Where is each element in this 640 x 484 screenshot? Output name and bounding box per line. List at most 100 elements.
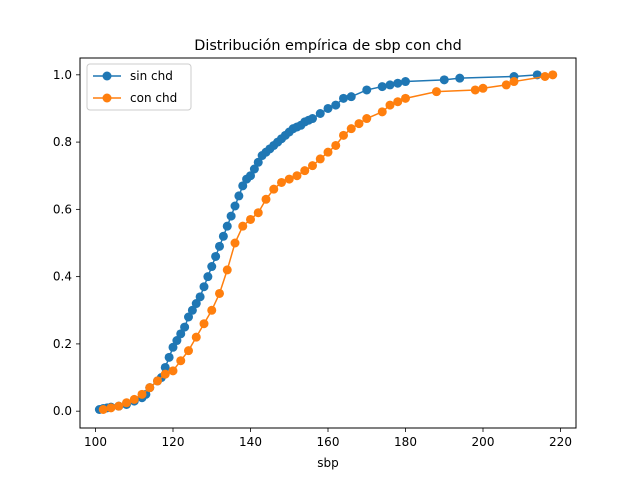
- series-0-point: [253, 157, 263, 167]
- series-1-point: [354, 119, 364, 129]
- series-1-point: [540, 72, 550, 81]
- series-0-point: [180, 322, 190, 332]
- series-1-point: [346, 124, 356, 134]
- series-0-point: [218, 231, 228, 241]
- y-tick-label: 0.0: [53, 404, 72, 418]
- series-0-point: [362, 85, 372, 95]
- plot-area: [94, 70, 558, 414]
- series-1-point: [432, 87, 441, 97]
- series-1-point: [385, 100, 395, 110]
- series-0-point: [226, 211, 236, 221]
- series-1-point: [362, 114, 372, 124]
- series-1-point: [191, 332, 201, 342]
- series-1-point: [377, 107, 387, 117]
- series-0-point: [195, 292, 205, 302]
- series-1-point: [308, 161, 317, 171]
- series-0-point: [203, 272, 213, 282]
- y-tick-label: 1.0: [53, 68, 72, 82]
- series-1-point: [501, 80, 511, 90]
- series-1-point: [122, 398, 131, 408]
- y-tick-label: 0.4: [53, 270, 72, 284]
- series-1-point: [106, 403, 116, 413]
- series-0-point: [401, 77, 410, 87]
- series-1-point: [339, 130, 348, 140]
- series-1-point: [222, 265, 232, 275]
- series-1-point: [277, 177, 286, 187]
- series-0-point: [234, 191, 244, 201]
- series-1-point: [153, 376, 162, 386]
- series-0-point: [385, 80, 395, 90]
- series-0-point: [323, 103, 333, 113]
- x-tick-label: 140: [239, 435, 262, 449]
- series-0-point: [191, 299, 201, 309]
- series-1-point: [509, 77, 519, 87]
- legend-marker-0: [102, 71, 112, 81]
- series-1-point: [393, 97, 403, 107]
- series-1-point: [284, 174, 294, 184]
- series-1-point: [331, 140, 341, 150]
- series-1-point: [548, 70, 558, 80]
- series-0-point: [172, 336, 182, 346]
- series-1-point: [215, 288, 224, 298]
- y-tick-label: 0.6: [53, 202, 72, 216]
- x-tick-label: 160: [317, 435, 340, 449]
- series-0-point: [249, 164, 259, 174]
- series-0-point: [168, 342, 178, 352]
- series-1-point: [478, 83, 488, 93]
- series-0-point: [238, 181, 248, 191]
- series-line-0: [99, 74, 538, 411]
- series-1-point: [207, 305, 217, 315]
- series-1-point: [323, 147, 333, 157]
- series-0-point: [211, 251, 221, 261]
- series-1-point: [129, 394, 139, 404]
- x-tick-label: 200: [472, 435, 495, 449]
- series-0-point: [215, 241, 224, 251]
- series-0-point: [315, 109, 325, 118]
- series-0-point: [246, 171, 255, 181]
- series-0-point: [160, 362, 170, 372]
- legend-label-1: con chd: [130, 91, 177, 105]
- series-0-point: [184, 312, 193, 322]
- chart-title: Distribución empírica de sbp con chd: [194, 38, 462, 54]
- series-1-point: [176, 356, 186, 366]
- legend: sin chd con chd: [86, 63, 192, 111]
- series-1-point: [246, 214, 255, 224]
- series-1-point: [470, 85, 480, 95]
- series-0-point: [187, 305, 197, 315]
- series-1-point: [230, 238, 240, 248]
- series-1-point: [292, 171, 302, 181]
- series-0-point: [222, 221, 232, 231]
- x-axis-label: sbp: [317, 456, 339, 470]
- x-tick-label: 120: [162, 435, 185, 449]
- series-0-point: [377, 82, 387, 92]
- y-tick-label: 0.8: [53, 135, 72, 149]
- series-0-point: [331, 100, 341, 110]
- series-0-point: [176, 329, 186, 339]
- x-tick-label: 100: [84, 435, 107, 449]
- series-1-point: [168, 366, 178, 376]
- x-tick-label: 220: [549, 435, 572, 449]
- series-1-point: [253, 208, 263, 218]
- series-1-point: [315, 154, 325, 164]
- series-0-point: [207, 262, 217, 272]
- series-1-point: [238, 221, 248, 231]
- series-1-point: [261, 194, 271, 204]
- series-1-point: [300, 166, 310, 176]
- series-1-point: [160, 369, 170, 379]
- y-tick-label: 0.2: [53, 337, 72, 351]
- axes-frame: [79, 57, 577, 429]
- series-1-point: [401, 93, 410, 103]
- series-0-point: [455, 73, 465, 83]
- series-1-point: [269, 184, 279, 194]
- series-0-point: [393, 78, 403, 88]
- series-1-point: [145, 383, 155, 393]
- series-1-point: [98, 405, 108, 414]
- series-0-point: [308, 114, 317, 124]
- series-1-point: [114, 401, 124, 411]
- series-1-point: [137, 389, 147, 399]
- series-0-point: [439, 75, 449, 85]
- series-1-point: [184, 346, 193, 356]
- series-0-point: [199, 282, 209, 292]
- series-0-point: [339, 93, 348, 103]
